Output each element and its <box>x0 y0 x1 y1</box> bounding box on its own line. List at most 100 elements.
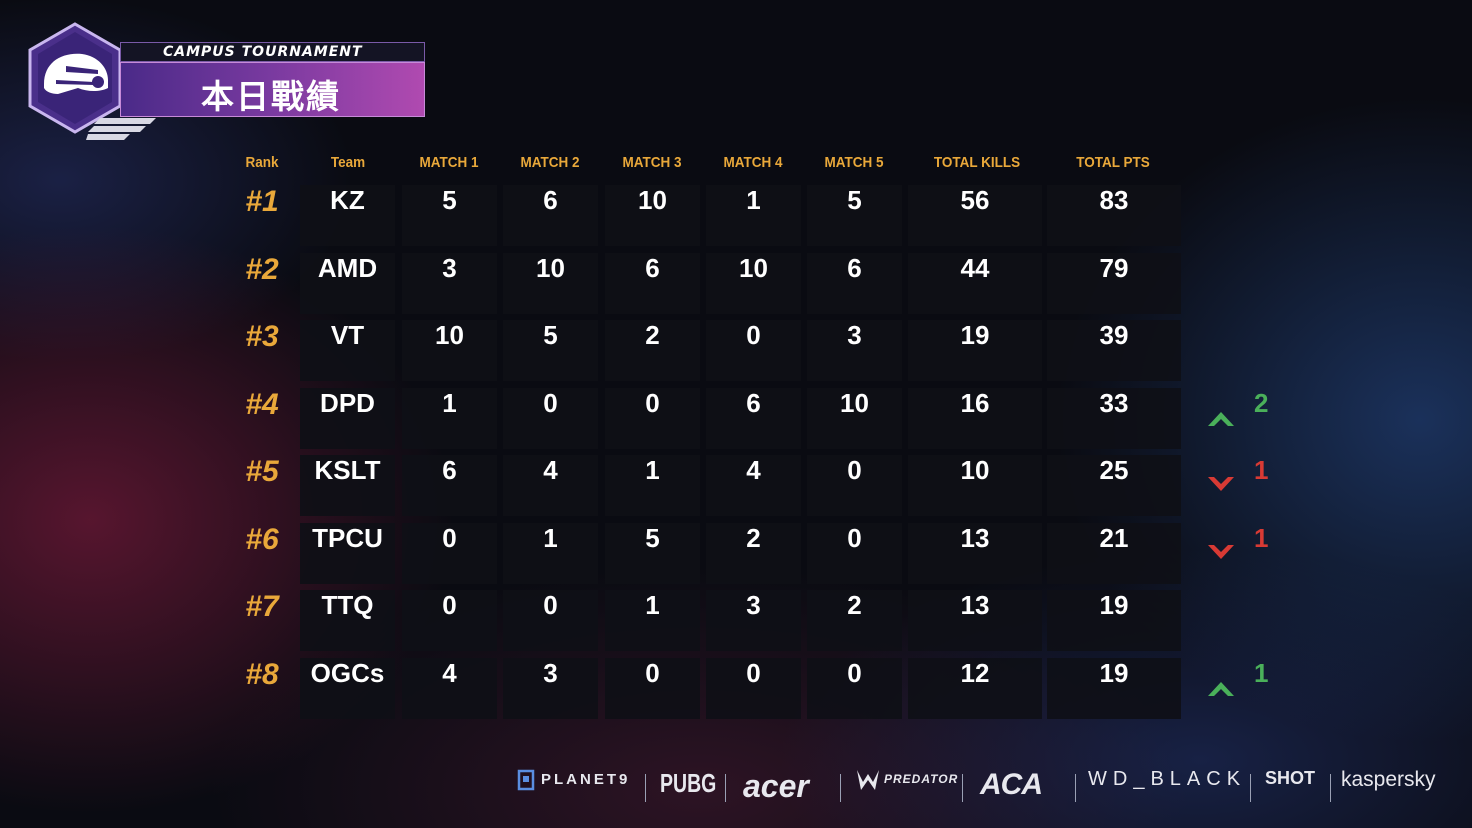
total-pts-value: 19 <box>1099 590 1129 620</box>
tournament-banner: CAMPUS TOURNAMENT 本日戰績 <box>120 42 425 117</box>
match-4-cell: 0 <box>706 658 801 719</box>
match-4-value: 1 <box>746 185 761 215</box>
rank-label: #1 <box>245 185 279 218</box>
match-2-cell: 6 <box>503 185 598 246</box>
total-kills-value: 16 <box>960 388 990 418</box>
match-3-cell: 0 <box>605 658 700 719</box>
match-2-cell: 4 <box>503 455 598 516</box>
team-name-value: VT <box>330 320 365 350</box>
match-5-cell: 0 <box>807 658 902 719</box>
match-2-cell: 3 <box>503 658 598 719</box>
team-name-value: AMD <box>317 253 378 283</box>
match-3-value: 6 <box>645 253 660 283</box>
column-header-rank: Rank <box>245 154 279 171</box>
total-kills-value: 12 <box>960 658 990 688</box>
total-kills-cell: 16 <box>908 388 1042 449</box>
match-2-value: 0 <box>543 388 558 418</box>
total-pts-cell: 33 <box>1047 388 1181 449</box>
match-1-value: 0 <box>442 590 457 620</box>
rank-change-up: 1 <box>1206 658 1286 719</box>
rank-change-value: 2 <box>1254 388 1269 418</box>
match-4-cell: 4 <box>706 455 801 516</box>
total-kills-cell: 13 <box>908 590 1042 651</box>
team-name-value: TPCU <box>312 523 383 553</box>
match-3-cell: 1 <box>605 455 700 516</box>
rank-change-up: 2 <box>1206 388 1286 449</box>
column-header-match-4: MATCH 4 <box>723 154 783 171</box>
tournament-logo-hex <box>28 22 122 134</box>
total-pts-value: 25 <box>1099 455 1129 485</box>
match-1-cell: 6 <box>402 455 497 516</box>
column-header-total-kills: TOTAL KILLS <box>933 154 1021 171</box>
rank-change-value: 1 <box>1254 455 1269 485</box>
team-name-cell: TPCU <box>300 523 395 584</box>
chevron-up-icon <box>1208 412 1234 426</box>
total-pts-cell: 25 <box>1047 455 1181 516</box>
match-2-value: 6 <box>543 185 558 215</box>
sponsor-shot: SHOT <box>1265 768 1316 788</box>
match-4-value: 6 <box>746 388 761 418</box>
match-4-value: 3 <box>746 590 761 620</box>
sponsor-planet9-icon: PLANET9 <box>515 768 630 808</box>
match-4-value: 10 <box>739 253 768 283</box>
total-kills-cell: 44 <box>908 253 1042 314</box>
match-1-cell: 4 <box>402 658 497 719</box>
total-kills-value: 44 <box>960 253 990 283</box>
match-5-value: 0 <box>847 523 862 553</box>
total-kills-value: 13 <box>960 523 990 553</box>
match-1-cell: 0 <box>402 523 497 584</box>
total-kills-cell: 10 <box>908 455 1042 516</box>
match-1-value: 4 <box>442 658 457 688</box>
match-2-cell: 10 <box>503 253 598 314</box>
column-header-team: Team <box>330 154 366 171</box>
team-name-cell: KZ <box>300 185 395 246</box>
match-5-value: 0 <box>847 455 862 485</box>
match-1-cell: 5 <box>402 185 497 246</box>
match-3-cell: 5 <box>605 523 700 584</box>
match-5-value: 10 <box>840 388 869 418</box>
total-pts-cell: 19 <box>1047 658 1181 719</box>
match-1-value: 5 <box>442 185 457 215</box>
team-name-value: TTQ <box>321 590 374 620</box>
match-4-cell: 0 <box>706 320 801 381</box>
sponsor-aca: ACA <box>980 768 1043 801</box>
team-name-cell: AMD <box>300 253 395 314</box>
total-pts-value: 83 <box>1099 185 1129 215</box>
sponsor-predator-label: PREDATOR <box>884 772 959 787</box>
match-2-value: 5 <box>543 320 558 350</box>
chevron-down-icon <box>1208 477 1234 491</box>
total-kills-cell: 56 <box>908 185 1042 246</box>
match-4-cell: 3 <box>706 590 801 651</box>
total-pts-cell: 39 <box>1047 320 1181 381</box>
match-4-value: 2 <box>746 523 761 553</box>
team-name-value: KZ <box>330 185 365 215</box>
match-2-value: 0 <box>543 590 558 620</box>
match-4-cell: 10 <box>706 253 801 314</box>
match-5-cell: 10 <box>807 388 902 449</box>
total-kills-value: 19 <box>960 320 990 350</box>
total-kills-value: 13 <box>960 590 990 620</box>
match-1-value: 0 <box>442 523 457 553</box>
team-name-cell: DPD <box>300 388 395 449</box>
match-3-value: 0 <box>645 658 660 688</box>
match-5-value: 3 <box>847 320 862 350</box>
match-3-cell: 0 <box>605 388 700 449</box>
team-name-cell: OGCs <box>300 658 395 719</box>
column-header-match-5: MATCH 5 <box>824 154 884 171</box>
team-name-value: OGCs <box>310 658 385 688</box>
total-kills-value: 10 <box>960 455 990 485</box>
sponsor-planet9: PLANET9 <box>541 770 631 788</box>
match-1-cell: 1 <box>402 388 497 449</box>
total-pts-cell: 19 <box>1047 590 1181 651</box>
match-5-value: 5 <box>847 185 862 215</box>
match-5-value: 2 <box>847 590 862 620</box>
helmet-icon <box>44 53 108 94</box>
rank-label: #4 <box>245 388 279 421</box>
rank-label: #3 <box>245 320 279 353</box>
match-4-cell: 2 <box>706 523 801 584</box>
total-kills-cell: 13 <box>908 523 1042 584</box>
total-pts-value: 39 <box>1099 320 1129 350</box>
match-3-cell: 2 <box>605 320 700 381</box>
team-name-cell: VT <box>300 320 395 381</box>
match-4-value: 0 <box>746 320 761 350</box>
